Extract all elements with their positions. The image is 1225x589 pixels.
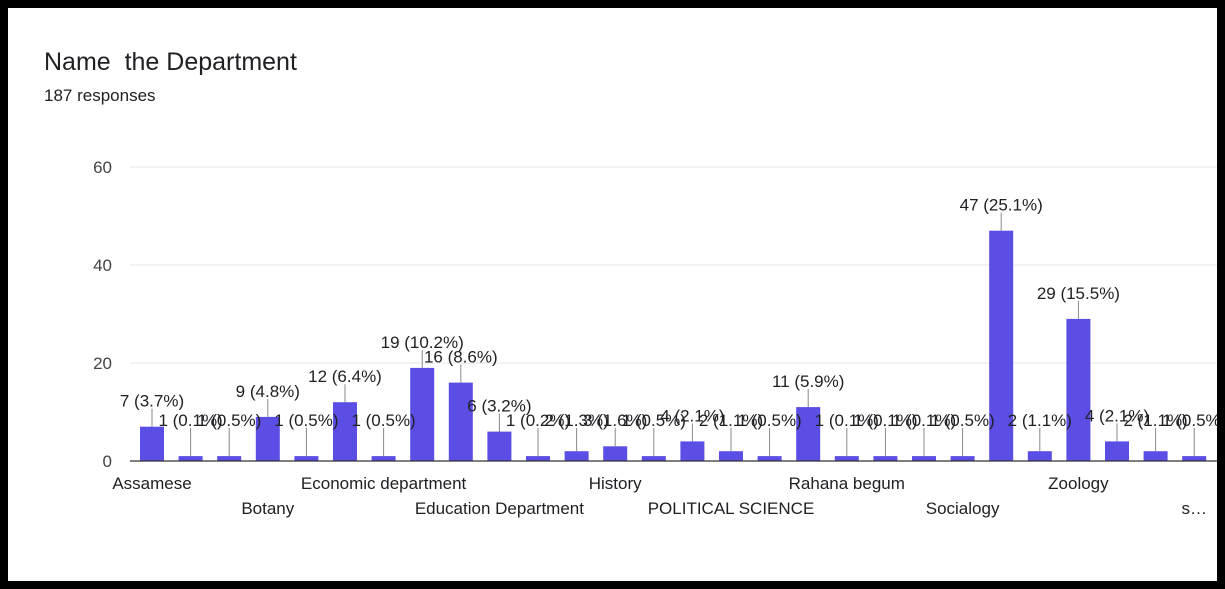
bar: [448, 382, 473, 461]
data-label: 1 (0.5%): [737, 411, 801, 430]
bar: [1182, 456, 1207, 461]
x-tick-label: s…: [1181, 499, 1207, 518]
bar: [757, 456, 782, 461]
bar: [410, 367, 435, 461]
data-label: 12 (6.4%): [308, 367, 382, 386]
data-label: 1 (0.1%): [158, 411, 222, 430]
bar: [140, 426, 164, 461]
data-label: 4 (2.1%): [1085, 406, 1149, 425]
data-label: 29 (15.5%): [1037, 284, 1120, 303]
x-tick-label: Education Department: [415, 499, 584, 518]
bar: [333, 402, 357, 461]
data-label: 1 (0.5%): [274, 411, 338, 430]
bar: [834, 456, 859, 461]
bar: [178, 456, 203, 461]
data-label: 9 (4.8%): [236, 382, 300, 401]
data-label: 2 (1.1%): [1123, 411, 1187, 430]
data-label: 1 (0.5%): [1162, 411, 1217, 430]
bar: [950, 456, 975, 461]
bar: [487, 431, 512, 461]
bar: [912, 456, 936, 461]
bar: [217, 456, 242, 461]
x-tick-label: History: [589, 474, 642, 493]
data-label: 1 (0.1%): [815, 411, 879, 430]
x-tick-label: Assamese: [112, 474, 191, 493]
x-tick-label: Zoology: [1048, 474, 1109, 493]
chart-card: [8, 8, 1217, 581]
data-label: 1 (0.5%): [351, 411, 415, 430]
bar: [371, 456, 396, 461]
bar: [1027, 451, 1052, 461]
data-label: 4 (2.1%): [660, 406, 724, 425]
bar: [255, 416, 280, 461]
data-label: 6 (3.2%): [467, 397, 531, 416]
bar: [1066, 318, 1091, 461]
data-label: 1 (0.1%): [892, 411, 956, 430]
x-tick-label: POLITICAL SCIENCE: [648, 499, 815, 518]
data-label: 7 (3.7%): [120, 392, 184, 411]
data-label: 47 (25.1%): [960, 196, 1043, 215]
bar: [873, 456, 898, 461]
x-tick-label: Socialogy: [926, 499, 1000, 518]
bar: [1143, 451, 1168, 461]
y-tick-label: 20: [93, 354, 112, 373]
data-label: 16 (8.6%): [424, 348, 498, 367]
bar: [719, 451, 743, 461]
bar: [989, 230, 1014, 461]
data-label: 11 (5.9%): [772, 372, 844, 391]
response-count: 187 responses: [44, 86, 156, 105]
data-label: 1 (0.2%): [506, 411, 570, 430]
y-tick-label: 0: [103, 452, 112, 471]
x-tick-label: Rahana begum: [789, 474, 905, 493]
bar: [294, 456, 319, 461]
bar: [1105, 441, 1129, 461]
data-label: 1 (0.1%): [853, 411, 917, 430]
data-label: 2 (1.1%): [699, 411, 763, 430]
bar: [564, 451, 589, 461]
x-tick-label: Economic department: [301, 474, 467, 493]
data-label: 1 (0.5%): [197, 411, 261, 430]
chart-title: Name the Department: [44, 48, 297, 76]
data-label: 3 (1.6%): [583, 411, 647, 430]
data-label: 1 (0.5%): [622, 411, 686, 430]
bar: [641, 456, 666, 461]
y-tick-label: 40: [93, 256, 112, 275]
y-tick-label: 60: [93, 158, 112, 177]
data-label: 19 (10.2%): [381, 333, 464, 352]
bar: [680, 441, 705, 461]
bar: [526, 456, 550, 461]
x-tick-label: Botany: [241, 499, 294, 518]
bar: [603, 446, 628, 461]
data-label: 2 (1.3%): [544, 411, 608, 430]
data-label: 2 (1.1%): [1008, 411, 1072, 430]
data-label: 1 (0.5%): [930, 411, 994, 430]
bar: [796, 407, 821, 461]
